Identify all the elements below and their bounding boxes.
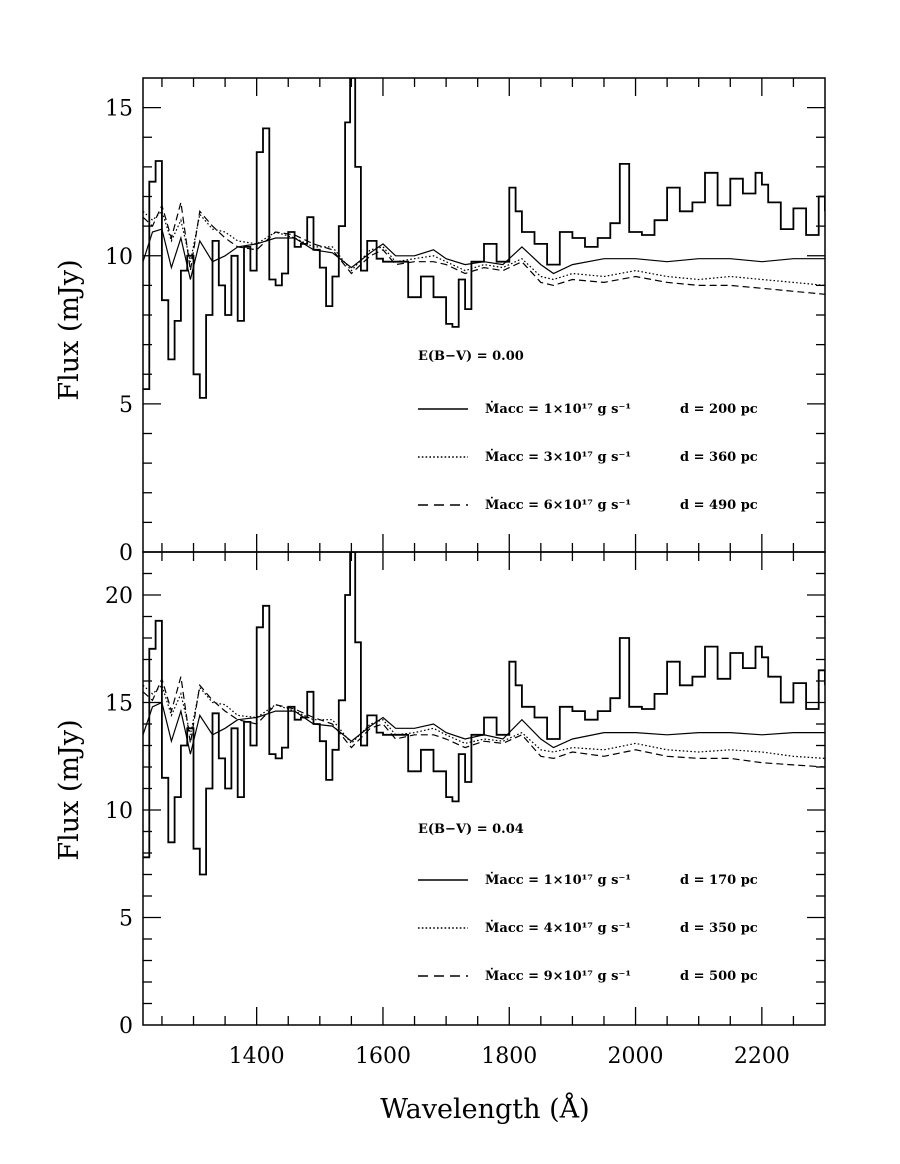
top-y-tick-label: 0	[119, 541, 133, 566]
bottom-legend-dist-2: d = 350 pc	[680, 921, 758, 936]
x-axis-title: Wavelength (Å)	[380, 1092, 589, 1125]
x-tick-label: 1800	[481, 1044, 537, 1069]
bottom-legend-dist-1: d = 170 pc	[680, 873, 758, 888]
bottom-plot-frame	[142, 551, 826, 1026]
top-legend-dist-1: d = 200 pc	[680, 402, 758, 417]
bottom-y-tick-label: 20	[105, 584, 133, 609]
bottom-y-tick-label: 10	[105, 799, 133, 824]
bottom-series-solid-1	[143, 701, 825, 755]
bottom-legend-model-2: Ṁacc = 4×10¹⁷ g s⁻¹	[485, 920, 631, 936]
top-ebv-annotation: E(B−V) = 0.00	[418, 349, 524, 364]
top-legend: Ṁacc = 1×10¹⁷ g s⁻¹ d = 200 pc Ṁacc = 3×…	[418, 401, 758, 513]
bottom-series-step-0	[143, 552, 825, 876]
top-legend-model-2: Ṁacc = 3×10¹⁷ g s⁻¹	[485, 449, 631, 465]
x-tick-label: 2200	[734, 1044, 790, 1069]
top-y-tick-label: 5	[119, 393, 133, 418]
bottom-y-tick-label: 15	[105, 692, 133, 717]
bottom-legend-dist-3: d = 500 pc	[680, 969, 758, 984]
top-legend-model-1: Ṁacc = 1×10¹⁷ g s⁻¹	[485, 401, 631, 417]
bottom-ebv-annotation: E(B−V) = 0.04	[418, 822, 524, 837]
top-plot-frame	[142, 77, 826, 553]
bottom-series-layer	[143, 552, 825, 876]
x-tick-label: 1600	[355, 1044, 411, 1069]
top-legend-model-3: Ṁacc = 6×10¹⁷ g s⁻¹	[485, 497, 631, 513]
bottom-axes-layer: 1400 1600 1800 2000 2200 0 5 10 15 20	[105, 551, 826, 1069]
bottom-y-tick-label: 0	[119, 1014, 133, 1039]
top-series-step-0	[143, 78, 825, 399]
top-series-solid-1	[143, 228, 825, 280]
top-series-layer	[143, 78, 825, 399]
top-legend-dist-2: d = 360 pc	[680, 450, 758, 465]
bottom-legend-model-1: Ṁacc = 1×10¹⁷ g s⁻¹	[485, 872, 631, 888]
top-series-dotted-2	[143, 210, 825, 286]
x-tick-label: 1400	[229, 1044, 285, 1069]
top-series-dashed-3	[143, 202, 825, 295]
bottom-legend-model-3: Ṁacc = 9×10¹⁷ g s⁻¹	[485, 968, 631, 984]
top-legend-dist-3: d = 490 pc	[680, 498, 758, 513]
x-tick-label: 2000	[608, 1044, 664, 1069]
bottom-legend: Ṁacc = 1×10¹⁷ g s⁻¹ d = 170 pc Ṁacc = 4×…	[418, 872, 758, 984]
bottom-series-dashed-3	[143, 676, 825, 768]
top-axes-layer: 0 5 10 15	[105, 77, 826, 566]
top-y-tick-label: 15	[105, 97, 133, 122]
bottom-y-tick-label: 5	[119, 907, 133, 932]
top-y-axis-title: Flux (mJy)	[54, 259, 85, 400]
bottom-y-axis-title: Flux (mJy)	[54, 719, 85, 860]
top-y-tick-label: 10	[105, 245, 133, 270]
top-panel: 0 5 10 15 Flux (mJy) E(B−V) = 0.00 Ṁacc = 1…	[54, 77, 826, 566]
